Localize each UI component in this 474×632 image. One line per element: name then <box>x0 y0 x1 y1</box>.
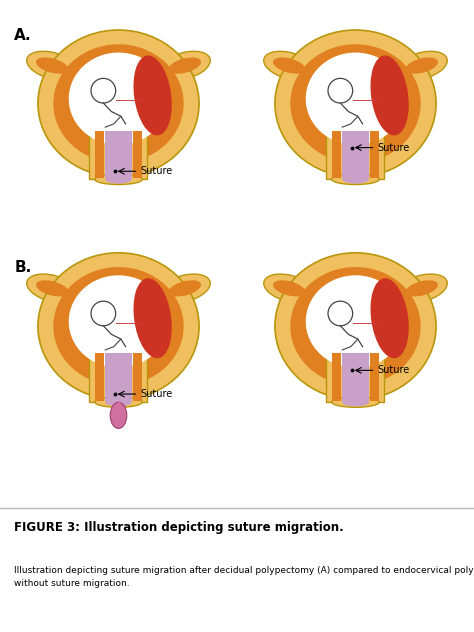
Ellipse shape <box>342 175 369 184</box>
Circle shape <box>91 78 116 103</box>
Ellipse shape <box>275 30 436 177</box>
Circle shape <box>328 78 353 103</box>
Text: B.: B. <box>14 260 31 275</box>
Text: Suture: Suture <box>141 166 173 176</box>
Ellipse shape <box>306 276 405 368</box>
Ellipse shape <box>306 52 405 145</box>
Ellipse shape <box>396 51 447 80</box>
Bar <box>105 353 132 401</box>
Ellipse shape <box>169 280 201 296</box>
Bar <box>129 130 147 179</box>
Ellipse shape <box>264 51 315 80</box>
Ellipse shape <box>105 398 132 406</box>
Ellipse shape <box>95 174 142 185</box>
Bar <box>366 130 384 179</box>
Bar <box>342 353 369 401</box>
Ellipse shape <box>53 44 184 163</box>
Ellipse shape <box>110 403 127 428</box>
Text: A.: A. <box>14 28 32 42</box>
Ellipse shape <box>290 267 421 386</box>
Bar <box>332 353 341 401</box>
Ellipse shape <box>264 274 315 303</box>
Bar <box>370 353 379 401</box>
Ellipse shape <box>275 253 436 399</box>
Bar <box>332 131 341 178</box>
Ellipse shape <box>159 274 210 303</box>
Bar <box>366 353 384 402</box>
Ellipse shape <box>134 278 172 358</box>
Bar <box>370 131 379 178</box>
Circle shape <box>91 301 116 326</box>
Ellipse shape <box>36 280 68 296</box>
Bar <box>105 131 132 178</box>
Ellipse shape <box>106 176 131 183</box>
Text: Suture: Suture <box>378 365 410 375</box>
Ellipse shape <box>105 175 132 184</box>
Circle shape <box>328 301 353 326</box>
Bar <box>326 130 344 179</box>
Ellipse shape <box>38 253 199 399</box>
Bar <box>342 131 369 178</box>
Ellipse shape <box>95 397 142 408</box>
Bar <box>326 353 344 402</box>
Text: FIGURE 3: Illustration depicting suture migration.: FIGURE 3: Illustration depicting suture … <box>14 521 344 534</box>
Bar <box>133 353 142 401</box>
Ellipse shape <box>134 56 172 135</box>
Ellipse shape <box>396 274 447 303</box>
Ellipse shape <box>273 280 305 296</box>
Bar <box>89 130 107 179</box>
Ellipse shape <box>332 174 379 185</box>
Bar <box>89 353 107 402</box>
Ellipse shape <box>36 58 68 74</box>
Ellipse shape <box>69 52 168 145</box>
Text: Illustration depicting suture migration after decidual polypectomy (A) compared : Illustration depicting suture migration … <box>14 566 474 588</box>
Ellipse shape <box>371 278 409 358</box>
Ellipse shape <box>406 280 438 296</box>
Ellipse shape <box>106 398 131 406</box>
Ellipse shape <box>27 51 78 80</box>
Ellipse shape <box>371 56 409 135</box>
Bar <box>95 131 104 178</box>
Ellipse shape <box>38 30 199 177</box>
Ellipse shape <box>159 51 210 80</box>
Ellipse shape <box>406 58 438 74</box>
Ellipse shape <box>27 274 78 303</box>
Bar <box>129 353 147 402</box>
Ellipse shape <box>343 398 368 406</box>
Ellipse shape <box>342 398 369 406</box>
Ellipse shape <box>273 58 305 74</box>
Text: Suture: Suture <box>141 389 173 399</box>
Ellipse shape <box>169 58 201 74</box>
Ellipse shape <box>343 176 368 183</box>
Bar <box>95 353 104 401</box>
Bar <box>133 131 142 178</box>
Ellipse shape <box>290 44 421 163</box>
Ellipse shape <box>53 267 184 386</box>
Ellipse shape <box>332 397 379 408</box>
Text: Suture: Suture <box>378 143 410 152</box>
Ellipse shape <box>69 276 168 368</box>
